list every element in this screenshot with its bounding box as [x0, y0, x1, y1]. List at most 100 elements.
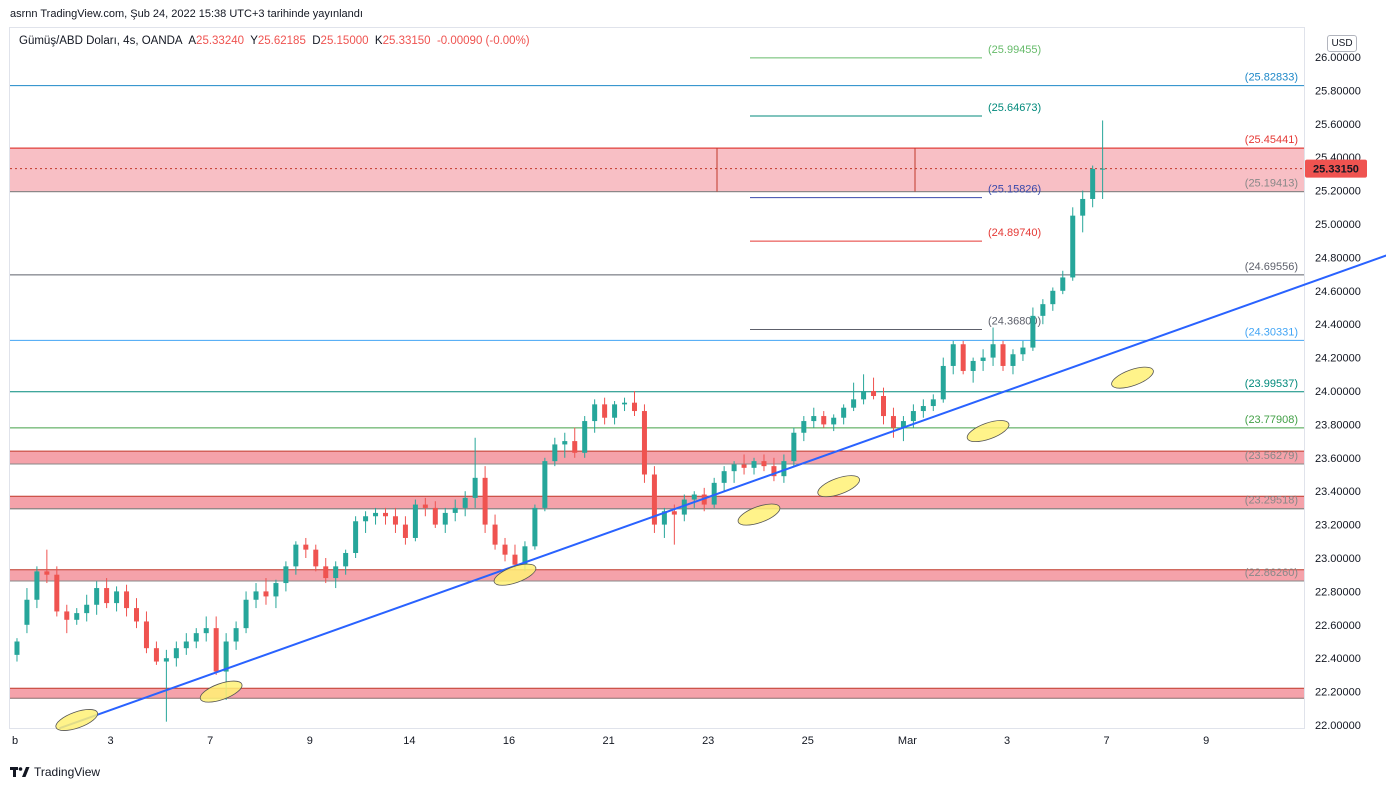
y-tick-label: 22.40000 — [1315, 653, 1361, 665]
candle-body — [363, 516, 369, 522]
candle-body — [143, 621, 149, 649]
candle-body — [502, 544, 508, 555]
candle-body — [671, 511, 677, 515]
candle-body — [462, 497, 468, 508]
x-tick-label: 3 — [108, 735, 114, 747]
candle-body — [950, 344, 956, 366]
candle-body — [781, 461, 787, 477]
symbol-name: Gümüş/ABD Doları, 4s, OANDA — [19, 35, 183, 47]
candle-body — [1080, 198, 1086, 216]
candle-body — [1090, 168, 1096, 199]
candle-body — [392, 516, 398, 525]
candle-body — [482, 477, 488, 525]
axes-layer: 22.00000 22.20000 22.40000 22.60000 22.80000… — [12, 52, 1367, 747]
candle-body — [163, 658, 169, 662]
candle-body — [263, 591, 269, 597]
x-tick-label: 25 — [802, 735, 814, 747]
candle-body — [940, 365, 946, 400]
short-level-label: (24.89740) — [988, 227, 1041, 239]
candle-body — [353, 521, 359, 553]
candle-body — [124, 591, 130, 609]
y-tick-label: 25.20000 — [1315, 186, 1361, 198]
candle-body — [153, 648, 159, 662]
level-label: (23.29518) — [1245, 495, 1298, 507]
candle-body — [890, 416, 896, 428]
y-tick-label: 24.20000 — [1315, 353, 1361, 365]
level-label: (23.56279) — [1245, 450, 1298, 462]
candle-body — [64, 611, 70, 620]
candle-body — [841, 407, 847, 418]
close-value: 25.33150 — [382, 35, 431, 47]
candle-body — [173, 648, 179, 659]
level-label: (25.45441) — [1245, 134, 1298, 146]
candle-body — [651, 474, 657, 525]
candle-body — [681, 499, 687, 515]
currency-button[interactable]: USD — [1327, 35, 1357, 52]
candle-body — [303, 544, 309, 550]
level-label: (22.86260) — [1245, 567, 1298, 579]
resistance-zone — [10, 451, 1304, 465]
candle-body — [203, 628, 209, 634]
candle-body — [283, 566, 289, 584]
candle-body — [612, 404, 618, 418]
x-tick-label: 7 — [1104, 735, 1110, 747]
level-label: (24.30331) — [1245, 326, 1298, 338]
touch-highlight — [737, 503, 781, 526]
x-tick-label: 14 — [403, 735, 415, 747]
candle-body — [183, 641, 189, 649]
x-tick-label: 9 — [1203, 735, 1209, 747]
short-level-label: (25.99455) — [988, 44, 1041, 56]
candle-body — [402, 524, 408, 538]
candle-body — [134, 608, 139, 622]
y-tick-label: 25.00000 — [1315, 219, 1361, 231]
candle-body — [920, 406, 926, 412]
candle-body — [930, 399, 936, 407]
candle-body — [273, 583, 279, 597]
candle-body — [223, 641, 229, 672]
candle-body — [1000, 344, 1006, 366]
candle-body — [532, 507, 538, 547]
close-label: K — [374, 35, 383, 47]
candle-body — [74, 613, 80, 620]
level-label: (23.99537) — [1245, 378, 1298, 390]
zones-layer — [10, 147, 1304, 699]
tradingview-footer[interactable]: TradingView — [10, 765, 100, 779]
candle-body — [213, 628, 219, 672]
candle-body — [323, 566, 329, 579]
candle-body — [691, 494, 697, 500]
candle-body — [373, 512, 379, 517]
candle-body — [661, 511, 667, 525]
candle-body — [562, 441, 568, 445]
high-value: 25.62185 — [257, 35, 306, 47]
candle-body — [54, 574, 60, 612]
x-tick-label: 9 — [307, 735, 313, 747]
candle-body — [881, 396, 886, 417]
candle-body — [293, 544, 299, 567]
y-tick-label: 25.80000 — [1315, 85, 1361, 97]
candle-body — [383, 512, 388, 517]
candle-body — [960, 344, 966, 371]
change-value: -0.00090 (-0.00%) — [436, 35, 530, 47]
y-tick-label: 23.80000 — [1315, 419, 1361, 431]
candle-body — [711, 482, 717, 505]
candle-body — [552, 444, 558, 462]
candle-body — [831, 417, 837, 425]
open-value: 25.33240 — [196, 35, 245, 47]
candle-body — [1060, 277, 1066, 291]
candle-body — [442, 512, 448, 525]
candle-body — [1050, 290, 1056, 305]
x-tick-label: 16 — [503, 735, 515, 747]
candle-body — [970, 360, 976, 371]
candle-body — [193, 633, 199, 642]
candle-body — [333, 566, 339, 579]
short-level-label: (25.15826) — [988, 184, 1041, 196]
y-tick-label: 23.60000 — [1315, 453, 1361, 465]
touch-highlight — [55, 709, 99, 731]
candle-body — [801, 421, 807, 433]
trendline-layer — [55, 254, 1386, 731]
high-label: Y — [250, 35, 258, 47]
x-tick-label: b — [12, 735, 18, 747]
candle-body — [1070, 215, 1076, 278]
y-tick-label: 23.20000 — [1315, 520, 1361, 532]
